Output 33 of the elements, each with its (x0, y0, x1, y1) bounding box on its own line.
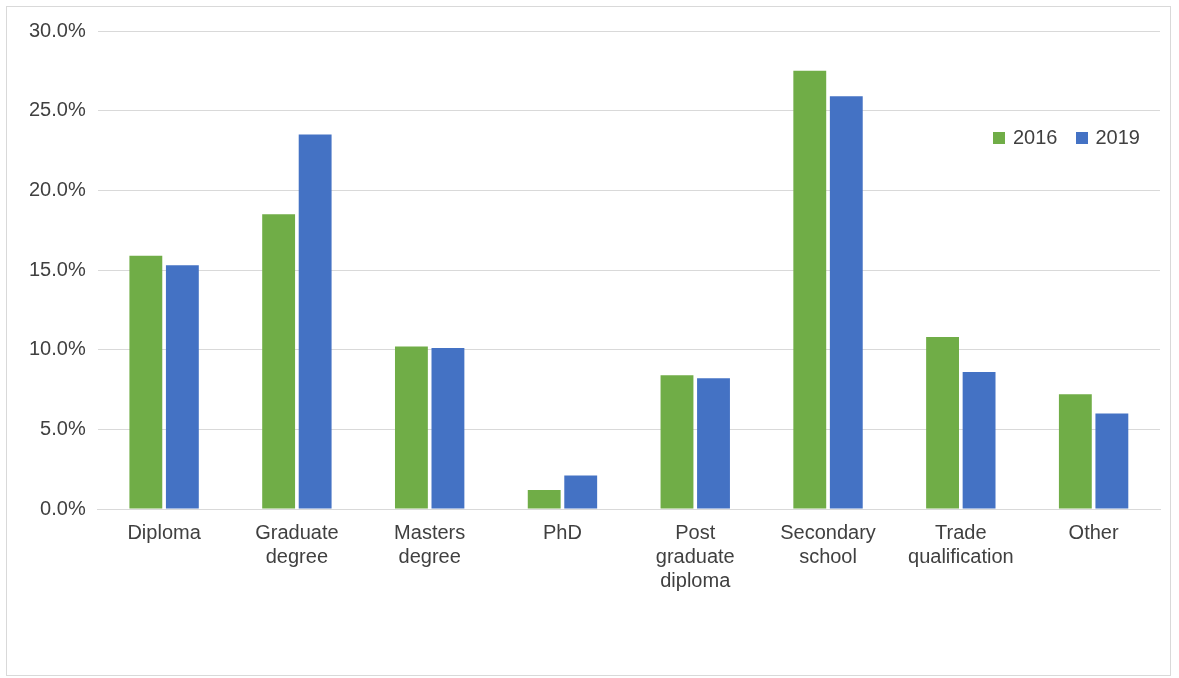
y-tick-label: 25.0% (28, 98, 86, 121)
legend-label: 2016 (1013, 126, 1058, 149)
bar (394, 346, 428, 509)
bar (1095, 413, 1129, 509)
x-tick-label: Diploma (127, 520, 202, 543)
bar (793, 70, 827, 509)
bar (262, 214, 296, 509)
x-tick-label: PhD (543, 520, 582, 543)
x-tick-label: Graduate degree (255, 520, 339, 567)
bar (129, 255, 163, 509)
bar (527, 489, 561, 509)
bar (298, 134, 332, 509)
x-tick-label: Trade qualification (908, 520, 1014, 567)
x-tick-label: Masters degree (394, 520, 466, 567)
y-tick-label: 30.0% (28, 18, 86, 41)
bar (829, 96, 863, 509)
y-tick-label: 15.0% (28, 257, 86, 280)
bar (564, 475, 598, 509)
bar (697, 378, 730, 509)
y-tick-label: 0.0% (40, 496, 86, 519)
y-tick-label: 5.0% (40, 416, 86, 439)
x-tick-label: Other (1068, 520, 1119, 543)
legend-label: 2019 (1095, 126, 1140, 149)
bar (962, 371, 996, 509)
bar (165, 265, 199, 509)
bar (660, 375, 694, 509)
x-tick-label: Post graduate diploma (655, 520, 735, 591)
x-tick-label: Secondary school (780, 520, 876, 567)
y-tick-label: 20.0% (28, 177, 86, 200)
y-tick-label: 10.0% (28, 337, 86, 360)
bar (926, 336, 959, 509)
bar (431, 348, 465, 509)
bar (1058, 394, 1092, 509)
